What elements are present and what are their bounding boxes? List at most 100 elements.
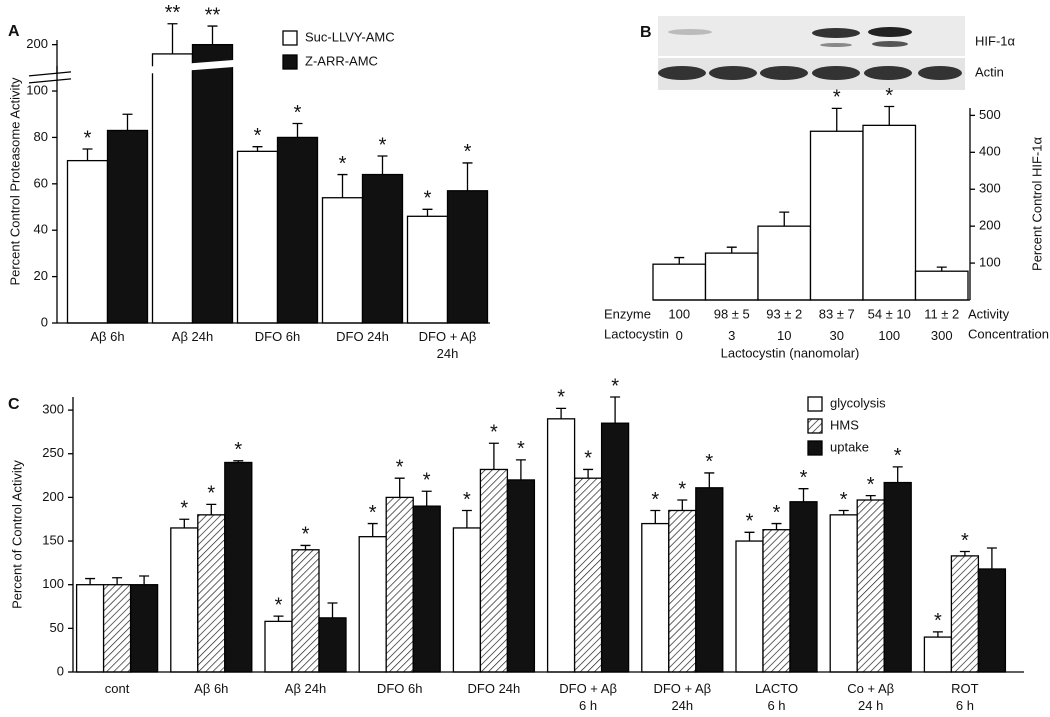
bar <box>446 190 489 324</box>
error-bar <box>461 509 472 528</box>
bar <box>695 487 724 673</box>
bar <box>321 197 364 324</box>
error-bar <box>179 518 190 528</box>
bar <box>506 479 536 673</box>
panel-label: B <box>640 24 652 41</box>
bar <box>358 536 387 673</box>
y-tick-label: 250 <box>42 445 64 460</box>
error-bar <box>207 25 218 45</box>
bar <box>106 129 149 324</box>
y-tick-label: 100 <box>42 576 64 591</box>
bar <box>385 496 414 673</box>
error-bar <box>112 577 123 585</box>
y-tick-label: 80 <box>34 129 48 144</box>
y-tick-label: 0 <box>57 663 64 678</box>
panel-label: A <box>8 23 20 40</box>
y-tick-label: 0 <box>41 314 48 329</box>
error-bar <box>932 631 943 638</box>
bar <box>291 549 320 673</box>
error-bar <box>556 407 567 419</box>
error-bar <box>674 256 685 265</box>
error-bar <box>583 468 594 479</box>
western-blot <box>658 16 965 90</box>
error-bar <box>252 146 263 152</box>
error-bar <box>610 396 621 424</box>
y-tick-label: 50 <box>50 620 64 635</box>
significance-marker: * <box>934 610 942 632</box>
error-bar <box>892 466 903 483</box>
y-tick-label: 200 <box>42 489 64 504</box>
error-bar <box>292 122 303 138</box>
y-tick-label: 200 <box>26 36 48 51</box>
error-bar <box>167 23 178 54</box>
bar <box>191 43 234 324</box>
row-end-label: Activity <box>968 306 1010 321</box>
significance-marker: * <box>678 478 686 500</box>
legend-swatch <box>807 418 823 434</box>
bar <box>856 499 885 673</box>
bar <box>862 124 917 301</box>
bar <box>652 263 707 301</box>
bar <box>406 215 449 324</box>
row-end-label: Concentration <box>968 326 1049 341</box>
significance-marker: * <box>275 594 283 616</box>
significance-marker: * <box>463 489 471 511</box>
activity-value: 98 ± 5 <box>714 306 750 321</box>
bar <box>224 461 253 673</box>
row-label: Lactocystin <box>604 326 669 341</box>
bar <box>129 584 159 673</box>
y-tick-label: 150 <box>42 532 64 547</box>
error-bar <box>677 499 688 511</box>
blot-label: HIF-1α <box>975 33 1016 48</box>
error-bar <box>936 266 947 272</box>
error-bar <box>337 173 348 198</box>
error-bar <box>327 602 338 618</box>
activity-value: 83 ± 7 <box>819 306 855 321</box>
y-axis-label: Percent Control HIF-1α <box>1029 137 1044 271</box>
legend-label: Suc-LLVY-AMC <box>305 29 395 44</box>
significance-marker: * <box>369 502 377 524</box>
error-bar <box>704 472 715 488</box>
bar <box>600 422 630 673</box>
significance-marker: * <box>961 530 969 552</box>
error-bar <box>798 488 809 502</box>
significance-marker: * <box>894 445 902 467</box>
error-bar <box>462 162 473 191</box>
y-tick-label: 300 <box>42 402 64 417</box>
bar <box>950 555 980 673</box>
bar <box>883 481 912 673</box>
legend-label: glycolysis <box>830 395 886 410</box>
row-label: Enzyme <box>604 306 651 321</box>
error-bar <box>300 544 311 550</box>
x-axis-label: Lactocystin (nanomolar) <box>721 345 860 360</box>
bar <box>66 159 109 324</box>
error-bar <box>82 148 93 161</box>
bar <box>197 514 226 673</box>
bar <box>102 584 132 673</box>
significance-marker: * <box>867 474 875 496</box>
bar <box>704 252 759 301</box>
bar <box>276 136 319 324</box>
significance-marker: * <box>180 498 188 520</box>
bar <box>668 509 697 673</box>
bar <box>977 568 1007 673</box>
legend-label: Z-ARR-AMC <box>305 53 378 68</box>
y-tick-label: 200 <box>979 218 1001 233</box>
activity-value: 100 <box>668 306 690 321</box>
bar <box>923 636 953 673</box>
error-bar <box>959 550 970 556</box>
error-bar <box>838 509 849 515</box>
significance-marker: * <box>423 470 431 492</box>
bar <box>151 53 194 324</box>
significance-marker: * <box>651 489 659 511</box>
significance-marker: * <box>773 502 781 524</box>
bar <box>809 130 864 301</box>
error-bar <box>273 615 284 622</box>
significance-marker: * <box>464 141 472 163</box>
axis-break <box>29 59 235 83</box>
error-bar <box>771 522 782 530</box>
significance-marker: * <box>424 188 432 210</box>
error-bar <box>85 577 96 585</box>
significance-marker: * <box>557 387 565 409</box>
